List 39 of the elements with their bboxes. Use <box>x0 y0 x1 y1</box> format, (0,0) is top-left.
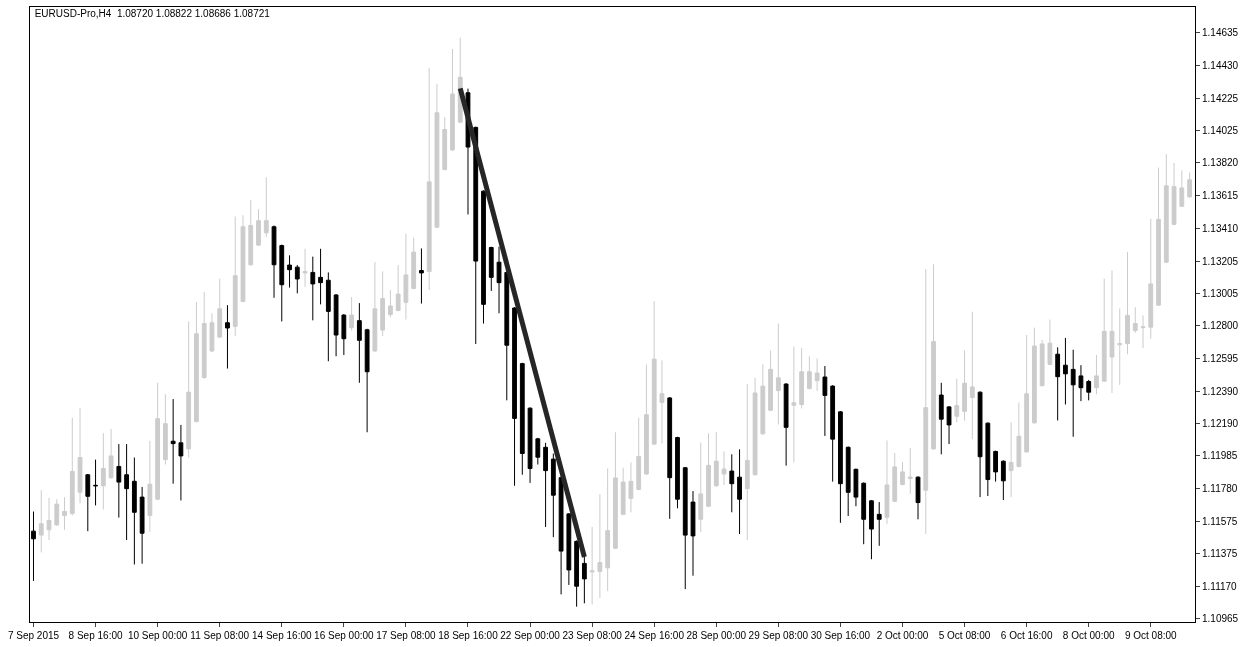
y-tick-label: 1.14225 <box>1202 92 1239 104</box>
x-tick-label: 29 Sep 08:00 <box>748 630 809 641</box>
x-tick-label: 28 Sep 00:00 <box>686 630 747 641</box>
x-tick-label: 8 Oct 00:00 <box>1062 630 1115 641</box>
y-tick-label: 1.13205 <box>1202 255 1239 267</box>
y-tick-label: 1.12190 <box>1202 417 1239 429</box>
y-tick-label: 1.13615 <box>1202 190 1239 202</box>
chart-title: EURUSD-Pro,H4 1.08720 1.08822 1.08686 1.08721 <box>34 7 271 19</box>
x-tick-label: 5 Oct 08:00 <box>938 630 991 641</box>
y-tick-label: 1.13005 <box>1202 287 1239 299</box>
x-tick-label: 10 Sep 00:00 <box>127 630 188 641</box>
y-tick-label: 1.14635 <box>1202 27 1239 39</box>
y-tick-label: 1.11780 <box>1202 483 1238 495</box>
y-tick-label: 1.13820 <box>1202 157 1239 169</box>
y-tick-label: 1.11985 <box>1202 450 1238 462</box>
x-tick-label: 7 Sep 2015 <box>7 630 60 641</box>
y-tick-label: 1.14430 <box>1202 59 1239 71</box>
x-tick-label: 14 Sep 16:00 <box>252 630 312 641</box>
y-tick-label: 1.12595 <box>1202 353 1239 364</box>
y-tick-label: 1.12800 <box>1202 320 1239 332</box>
y-tick-label: 1.12390 <box>1202 385 1239 397</box>
y-tick-label: 1.10965 <box>1202 613 1239 625</box>
x-tick-label: 8 Sep 16:00 <box>68 630 123 641</box>
x-tick-label: 30 Sep 16:00 <box>810 630 871 641</box>
x-tick-label: 22 Sep 00:00 <box>500 630 561 641</box>
x-tick-label: 17 Sep 08:00 <box>376 630 437 641</box>
y-tick-label: 1.13410 <box>1202 222 1239 234</box>
x-tick-label: 6 Oct 16:00 <box>1000 630 1053 641</box>
y-tick-label: 1.11575 <box>1202 515 1238 527</box>
x-tick-label: 9 Oct 08:00 <box>1124 630 1178 641</box>
x-tick-label: 18 Sep 16:00 <box>438 630 499 641</box>
y-tick-label: 1.11170 <box>1202 580 1238 592</box>
x-tick-label: 11 Sep 08:00 <box>190 630 250 641</box>
y-tick-label: 1.11375 <box>1202 547 1238 559</box>
y-tick-label: 1.14025 <box>1202 124 1239 136</box>
x-tick-label: 16 Sep 00:00 <box>314 630 375 641</box>
x-tick-label: 24 Sep 16:00 <box>624 630 685 641</box>
x-tick-label: 23 Sep 08:00 <box>562 630 623 641</box>
x-tick-label: 2 Oct 00:00 <box>876 630 929 641</box>
